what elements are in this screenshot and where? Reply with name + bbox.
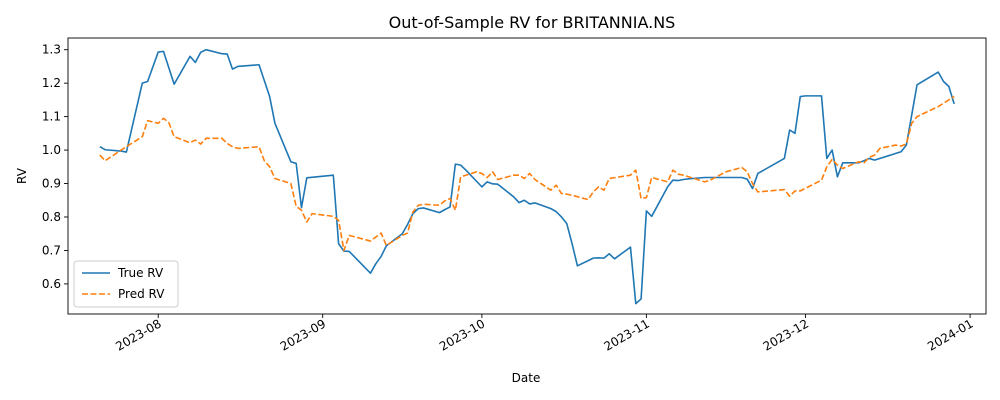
series-line-pred-rv — [99, 95, 955, 252]
y-tick-label: 1.3 — [42, 43, 61, 57]
y-tick-label: 0.8 — [42, 210, 61, 224]
y-tick-label: 1.0 — [42, 143, 61, 157]
series-line-true-rv — [99, 48, 955, 305]
plot-area — [68, 38, 986, 314]
y-tick-label: 1.2 — [42, 76, 61, 90]
legend-label-pred-rv: Pred RV — [118, 287, 165, 301]
axes-frame — [67, 37, 987, 315]
y-tick-label: 0.7 — [42, 243, 61, 257]
chart-title: Out-of-Sample RV for BRITANNIA.NS — [389, 13, 676, 32]
series-layer — [99, 48, 955, 305]
plot-background — [68, 38, 986, 314]
y-tick-label: 0.6 — [42, 277, 61, 291]
y-axis-label: RV — [15, 167, 29, 184]
x-axis-label: Date — [512, 371, 541, 385]
legend: True RV Pred RV — [73, 260, 179, 308]
legend-label-true-rv: True RV — [117, 266, 164, 280]
y-tick-label: 0.9 — [42, 177, 61, 191]
y-tick-label: 1.1 — [42, 110, 61, 124]
